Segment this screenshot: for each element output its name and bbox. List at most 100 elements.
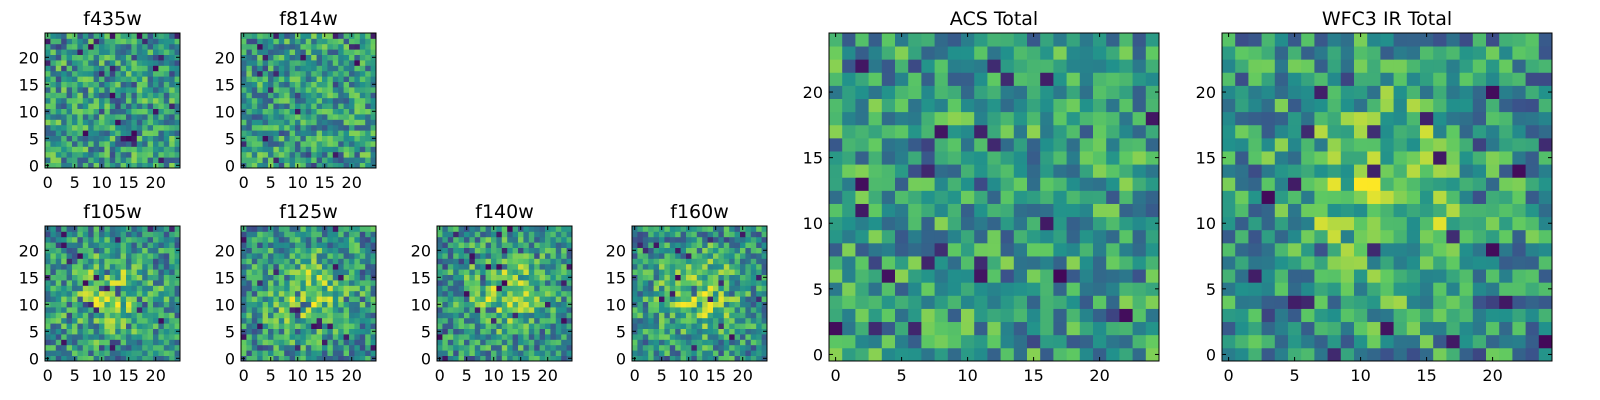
- heatmap-cell: [72, 307, 78, 313]
- heatmap-cell: [1093, 111, 1107, 126]
- heatmap-cell: [664, 242, 671, 248]
- heatmap-cell: [474, 242, 481, 248]
- heatmap-cell: [908, 295, 922, 309]
- heatmap-cell: [88, 269, 94, 275]
- heatmap-cell: [642, 285, 649, 292]
- heatmap-cell: [278, 253, 285, 259]
- heatmap-cell: [126, 307, 132, 313]
- heatmap-cell: [273, 312, 280, 319]
- x-tick-label: 15: [706, 366, 726, 385]
- heatmap-cell: [750, 339, 757, 346]
- heatmap-cell: [278, 280, 285, 286]
- heatmap-cell: [332, 242, 339, 248]
- heatmap-cell: [365, 231, 371, 238]
- heatmap-cell: [131, 263, 138, 270]
- heatmap-cell: [496, 280, 503, 286]
- heatmap-cell: [147, 157, 154, 163]
- heatmap-cell: [745, 253, 752, 259]
- heatmap-cell: [1420, 229, 1434, 244]
- heatmap-cell: [756, 323, 762, 329]
- heatmap-cell: [338, 87, 344, 93]
- heatmap-cell: [50, 70, 57, 77]
- heatmap-cell: [257, 290, 263, 297]
- heatmap-cell: [1119, 124, 1133, 139]
- heatmap-cell: [72, 231, 78, 238]
- heatmap-cell: [305, 242, 312, 248]
- heatmap-cell: [512, 247, 519, 254]
- heatmap-cell: [1512, 282, 1526, 296]
- heatmap-cell: [268, 290, 274, 297]
- heatmap-cell: [745, 280, 752, 286]
- heatmap-cell: [1512, 164, 1526, 178]
- heatmap-cell: [756, 350, 762, 356]
- heatmap-cell: [528, 350, 535, 356]
- heatmap-cell: [555, 258, 562, 265]
- heatmap-cell: [1472, 295, 1487, 309]
- heatmap-cell: [1525, 334, 1540, 349]
- heatmap-cell: [987, 98, 1001, 113]
- heatmap-cell: [370, 157, 377, 163]
- y-tick-label: 10: [411, 295, 431, 314]
- heatmap-cell: [257, 334, 263, 340]
- heatmap-cell: [491, 253, 497, 259]
- heatmap-cell: [1274, 347, 1289, 362]
- heatmap-cell: [169, 247, 175, 254]
- heatmap-cell: [458, 355, 465, 362]
- heatmap-cell: [729, 280, 735, 286]
- heatmap-cell: [842, 216, 856, 231]
- heatmap-cell: [126, 323, 132, 329]
- heatmap-cell: [1000, 124, 1015, 139]
- heatmap-cell: [61, 307, 67, 313]
- heatmap-cell: [257, 236, 263, 243]
- heatmap-cell: [115, 92, 121, 99]
- heatmap-cell: [349, 328, 355, 335]
- heatmap-cell: [659, 231, 665, 238]
- heatmap-cell: [696, 296, 703, 302]
- heatmap-cell: [707, 312, 714, 319]
- heatmap-cell: [45, 269, 51, 275]
- heatmap-cell: [669, 242, 676, 248]
- heatmap-cell: [761, 307, 768, 313]
- heatmap-cell: [1472, 216, 1487, 231]
- heatmap-cell: [523, 231, 530, 238]
- heatmap-cell: [305, 344, 312, 351]
- heatmap-cell: [273, 285, 280, 292]
- heatmap-cell: [464, 307, 470, 313]
- heatmap-cell: [82, 236, 89, 243]
- heatmap-cell: [1119, 151, 1133, 165]
- heatmap-cell: [1446, 347, 1460, 362]
- heatmap-cell: [1053, 33, 1067, 47]
- heatmap-cell: [72, 65, 78, 72]
- heatmap-cell: [169, 60, 175, 66]
- heatmap-cell: [332, 38, 339, 45]
- heatmap-cell: [1027, 347, 1041, 362]
- heatmap-cell: [664, 312, 671, 319]
- heatmap-cell: [707, 269, 714, 275]
- heatmap-cell: [354, 231, 361, 238]
- heatmap-cell: [464, 290, 470, 297]
- heatmap-cell: [895, 229, 909, 244]
- heatmap-cell: [99, 323, 105, 329]
- heatmap-cell: [496, 355, 503, 362]
- heatmap-cell: [442, 350, 449, 356]
- heatmap-cell: [45, 103, 51, 109]
- heatmap-cell: [300, 70, 307, 77]
- heatmap-cell: [262, 130, 269, 136]
- heatmap-cell: [1013, 137, 1028, 152]
- heatmap-cell: [539, 280, 546, 286]
- heatmap-cell: [131, 236, 138, 243]
- heatmap-cell: [1380, 308, 1394, 323]
- heatmap-cell: [370, 76, 377, 82]
- heatmap-cell: [1132, 203, 1147, 218]
- heatmap-cell: [653, 236, 660, 243]
- heatmap-cell: [332, 344, 339, 351]
- y-tick-label: 10: [803, 214, 823, 233]
- heatmap-cell: [295, 312, 301, 319]
- heatmap-cell: [686, 296, 692, 302]
- heatmap-cell: [93, 231, 100, 238]
- heatmap-cell: [174, 263, 181, 270]
- heatmap-cell: [169, 355, 175, 362]
- heatmap-cell: [680, 317, 687, 324]
- heatmap-cell: [829, 308, 843, 323]
